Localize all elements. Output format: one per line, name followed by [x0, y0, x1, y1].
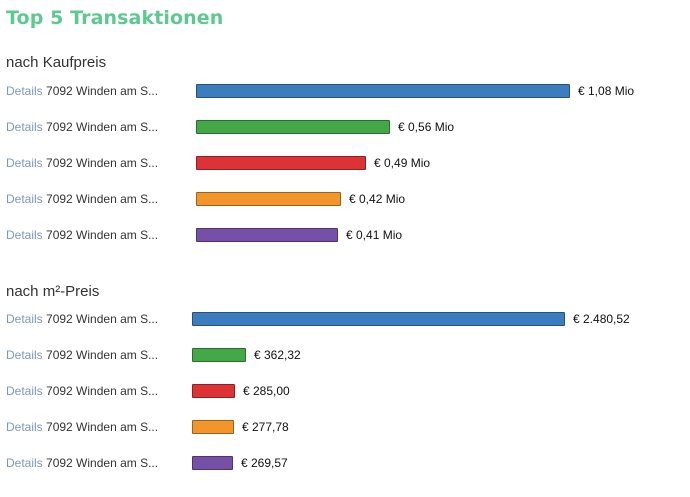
transaction-location: 7092 Winden am S...	[42, 120, 159, 134]
transaction-row: Details 7092 Winden am S...	[6, 225, 158, 245]
bar	[196, 192, 341, 206]
bar	[196, 84, 570, 98]
details-link[interactable]: Details	[6, 384, 43, 398]
transaction-location: 7092 Winden am S...	[42, 456, 159, 470]
bar	[196, 156, 366, 170]
transaction-row: Details 7092 Winden am S...	[6, 189, 158, 209]
details-link[interactable]: Details	[6, 420, 43, 434]
details-link[interactable]: Details	[6, 120, 43, 134]
chart-title: Top 5 Transaktionen	[6, 7, 224, 29]
bar-value-label: € 0,41 Mio	[346, 228, 403, 242]
transaction-row: Details 7092 Winden am S...	[6, 153, 158, 173]
bar-value-label: € 277,78	[242, 420, 289, 434]
bar	[192, 312, 565, 326]
transaction-location: 7092 Winden am S...	[42, 156, 159, 170]
bar	[196, 228, 338, 242]
details-link[interactable]: Details	[6, 456, 43, 470]
transaction-location: 7092 Winden am S...	[42, 384, 159, 398]
transaction-row: Details 7092 Winden am S...	[6, 345, 158, 365]
transaction-location: 7092 Winden am S...	[42, 420, 159, 434]
bar-value-label: € 285,00	[243, 384, 290, 398]
transaction-location: 7092 Winden am S...	[42, 312, 159, 326]
transaction-row: Details 7092 Winden am S...	[6, 309, 158, 329]
details-link[interactable]: Details	[6, 312, 43, 326]
transaction-row: Details 7092 Winden am S...	[6, 381, 158, 401]
bar-value-label: € 2.480,52	[573, 312, 630, 326]
transaction-row: Details 7092 Winden am S...	[6, 81, 158, 101]
transaction-location: 7092 Winden am S...	[42, 228, 159, 242]
bar-value-label: € 0,42 Mio	[349, 192, 406, 206]
bar-value-label: € 0,49 Mio	[374, 156, 431, 170]
bar	[192, 456, 233, 470]
bar	[196, 120, 390, 134]
transaction-row: Details 7092 Winden am S...	[6, 453, 158, 473]
bar-value-label: € 0,56 Mio	[398, 120, 455, 134]
bar	[192, 420, 234, 434]
bar-value-label: € 1,08 Mio	[578, 84, 635, 98]
transaction-location: 7092 Winden am S...	[42, 192, 159, 206]
bar-value-label: € 362,32	[254, 348, 301, 362]
details-link[interactable]: Details	[6, 156, 43, 170]
details-link[interactable]: Details	[6, 228, 43, 242]
details-link[interactable]: Details	[6, 348, 43, 362]
bar	[192, 384, 235, 398]
bar-value-label: € 269,57	[241, 456, 288, 470]
details-link[interactable]: Details	[6, 192, 43, 206]
transaction-row: Details 7092 Winden am S...	[6, 417, 158, 437]
section-title: nach m²-Preis	[6, 283, 100, 300]
details-link[interactable]: Details	[6, 84, 43, 98]
transaction-location: 7092 Winden am S...	[42, 84, 159, 98]
bar	[192, 348, 246, 362]
transaction-row: Details 7092 Winden am S...	[6, 117, 158, 137]
section-title: nach Kaufpreis	[6, 54, 107, 71]
transaction-location: 7092 Winden am S...	[42, 348, 159, 362]
